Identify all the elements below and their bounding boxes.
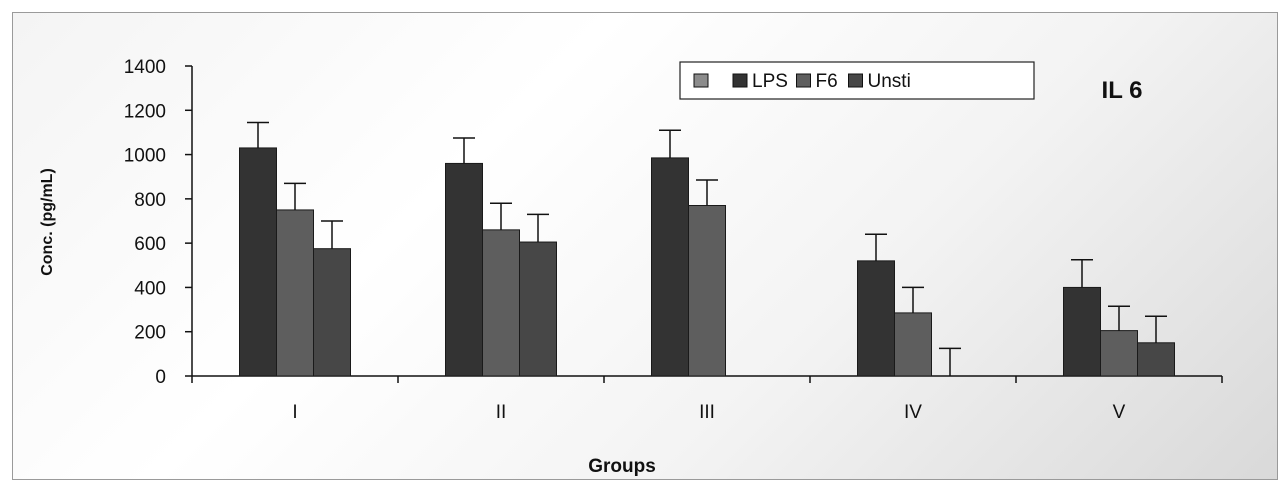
chart-title: IL 6 xyxy=(1102,77,1143,104)
legend-label: F6 xyxy=(816,71,838,92)
legend-swatch xyxy=(732,73,748,88)
y-tick-label: 200 xyxy=(134,323,166,344)
bar-f6-iv xyxy=(894,312,932,377)
legend-swatch xyxy=(796,73,811,88)
y-tick-label: 0 xyxy=(155,367,166,388)
bar-unsti-ii xyxy=(519,241,557,377)
y-tick-label: 600 xyxy=(134,234,166,255)
bar-lps-v xyxy=(1063,286,1101,377)
x-tick-label: V xyxy=(1113,402,1126,423)
x-axis-label: Groups xyxy=(588,456,656,477)
y-tick-label: 400 xyxy=(134,278,166,299)
legend-label: LPS xyxy=(752,71,788,92)
x-tick-label: III xyxy=(699,402,715,423)
legend-label: Unsti xyxy=(868,71,911,92)
bars xyxy=(239,147,1175,377)
y-axis-ticks: 0 200 400 600 800 1000 1200 1400 xyxy=(124,57,192,388)
error-bars xyxy=(247,121,1167,376)
y-tick-label: 1200 xyxy=(124,101,166,122)
bar-unsti-v xyxy=(1137,342,1175,377)
x-tick-label: I xyxy=(292,402,297,423)
chart-frame xyxy=(12,12,1278,480)
bar-lps-i xyxy=(239,147,277,377)
bar-f6-v xyxy=(1100,330,1138,377)
bar-f6-ii xyxy=(482,229,520,377)
y-tick-label: 1000 xyxy=(124,146,166,167)
bar-f6-iii xyxy=(688,205,726,377)
y-tick-label: 1400 xyxy=(124,57,166,78)
y-axis-label: Conc. (pg/mL) xyxy=(39,168,56,276)
x-axis-ticks: I II III IV V xyxy=(191,376,1223,423)
x-tick-label: II xyxy=(496,402,507,423)
legend-items: LPS F6 Unsti xyxy=(693,71,911,92)
bar-lps-iv xyxy=(857,260,895,377)
x-tick-label: IV xyxy=(904,402,922,423)
y-tick-label: 800 xyxy=(134,190,166,211)
bar-lps-ii xyxy=(445,162,483,377)
legend-swatch xyxy=(848,73,863,88)
bar-f6-i xyxy=(276,209,314,377)
legend: LPS F6 Unsti xyxy=(679,61,1035,100)
bar-lps-iii xyxy=(651,157,689,377)
legend-swatch xyxy=(693,73,709,88)
bar-unsti-i xyxy=(313,248,351,377)
